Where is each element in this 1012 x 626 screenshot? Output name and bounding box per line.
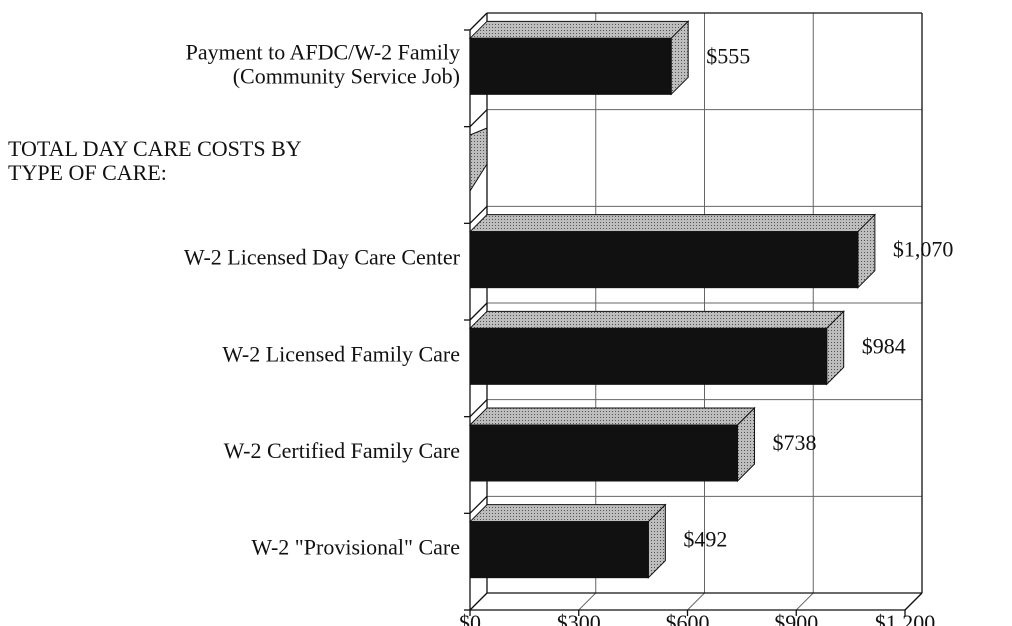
category-label: W-2 "Provisional" Care [251,535,460,560]
bar-top [468,407,756,426]
bar [468,503,667,579]
value-label: $1,070 [893,237,954,262]
bar-front [469,521,649,579]
bar-front [469,231,859,289]
x-tick-label: $300 [557,610,601,626]
row-tick [469,12,488,31]
category-label: TOTAL DAY CARE COSTS BY TYPE OF CARE: [8,136,302,185]
bar-front [469,37,672,95]
value-label: $555 [706,43,750,68]
category-label: W-2 Licensed Family Care [222,341,460,366]
bar-top [468,504,667,523]
bar-front [469,327,828,385]
bar [468,406,756,483]
row-tick [469,592,488,611]
value-label: $492 [683,527,727,552]
bar-top [468,214,877,233]
value-label: $984 [862,333,906,358]
category-label: W-2 Licensed Day Care Center [184,245,461,270]
bar-top [468,20,690,39]
x-tick-label: $900 [774,610,818,626]
category-label: W-2 Certified Family Care [224,438,460,463]
empty-bar-stub [469,127,488,193]
row-tick [469,495,488,514]
row-tick [469,109,488,128]
row-tick [469,302,488,321]
category-label: Payment to AFDC/W-2 Family (Community Ser… [186,39,460,88]
bar-front [469,424,739,482]
bar-top [468,310,845,329]
floor-right [904,592,923,611]
row-tick [469,399,488,418]
x-tick-label: $600 [666,610,710,626]
bar [468,20,690,96]
bar [468,310,845,386]
x-tick-label: $1,200 [875,610,936,626]
value-label: $738 [773,430,817,455]
floor-line [578,592,597,611]
floor-line [795,592,814,611]
bar [468,213,877,289]
floor-line [687,592,705,611]
x-tick-label: $0 [459,610,481,626]
row-tick [469,205,488,224]
